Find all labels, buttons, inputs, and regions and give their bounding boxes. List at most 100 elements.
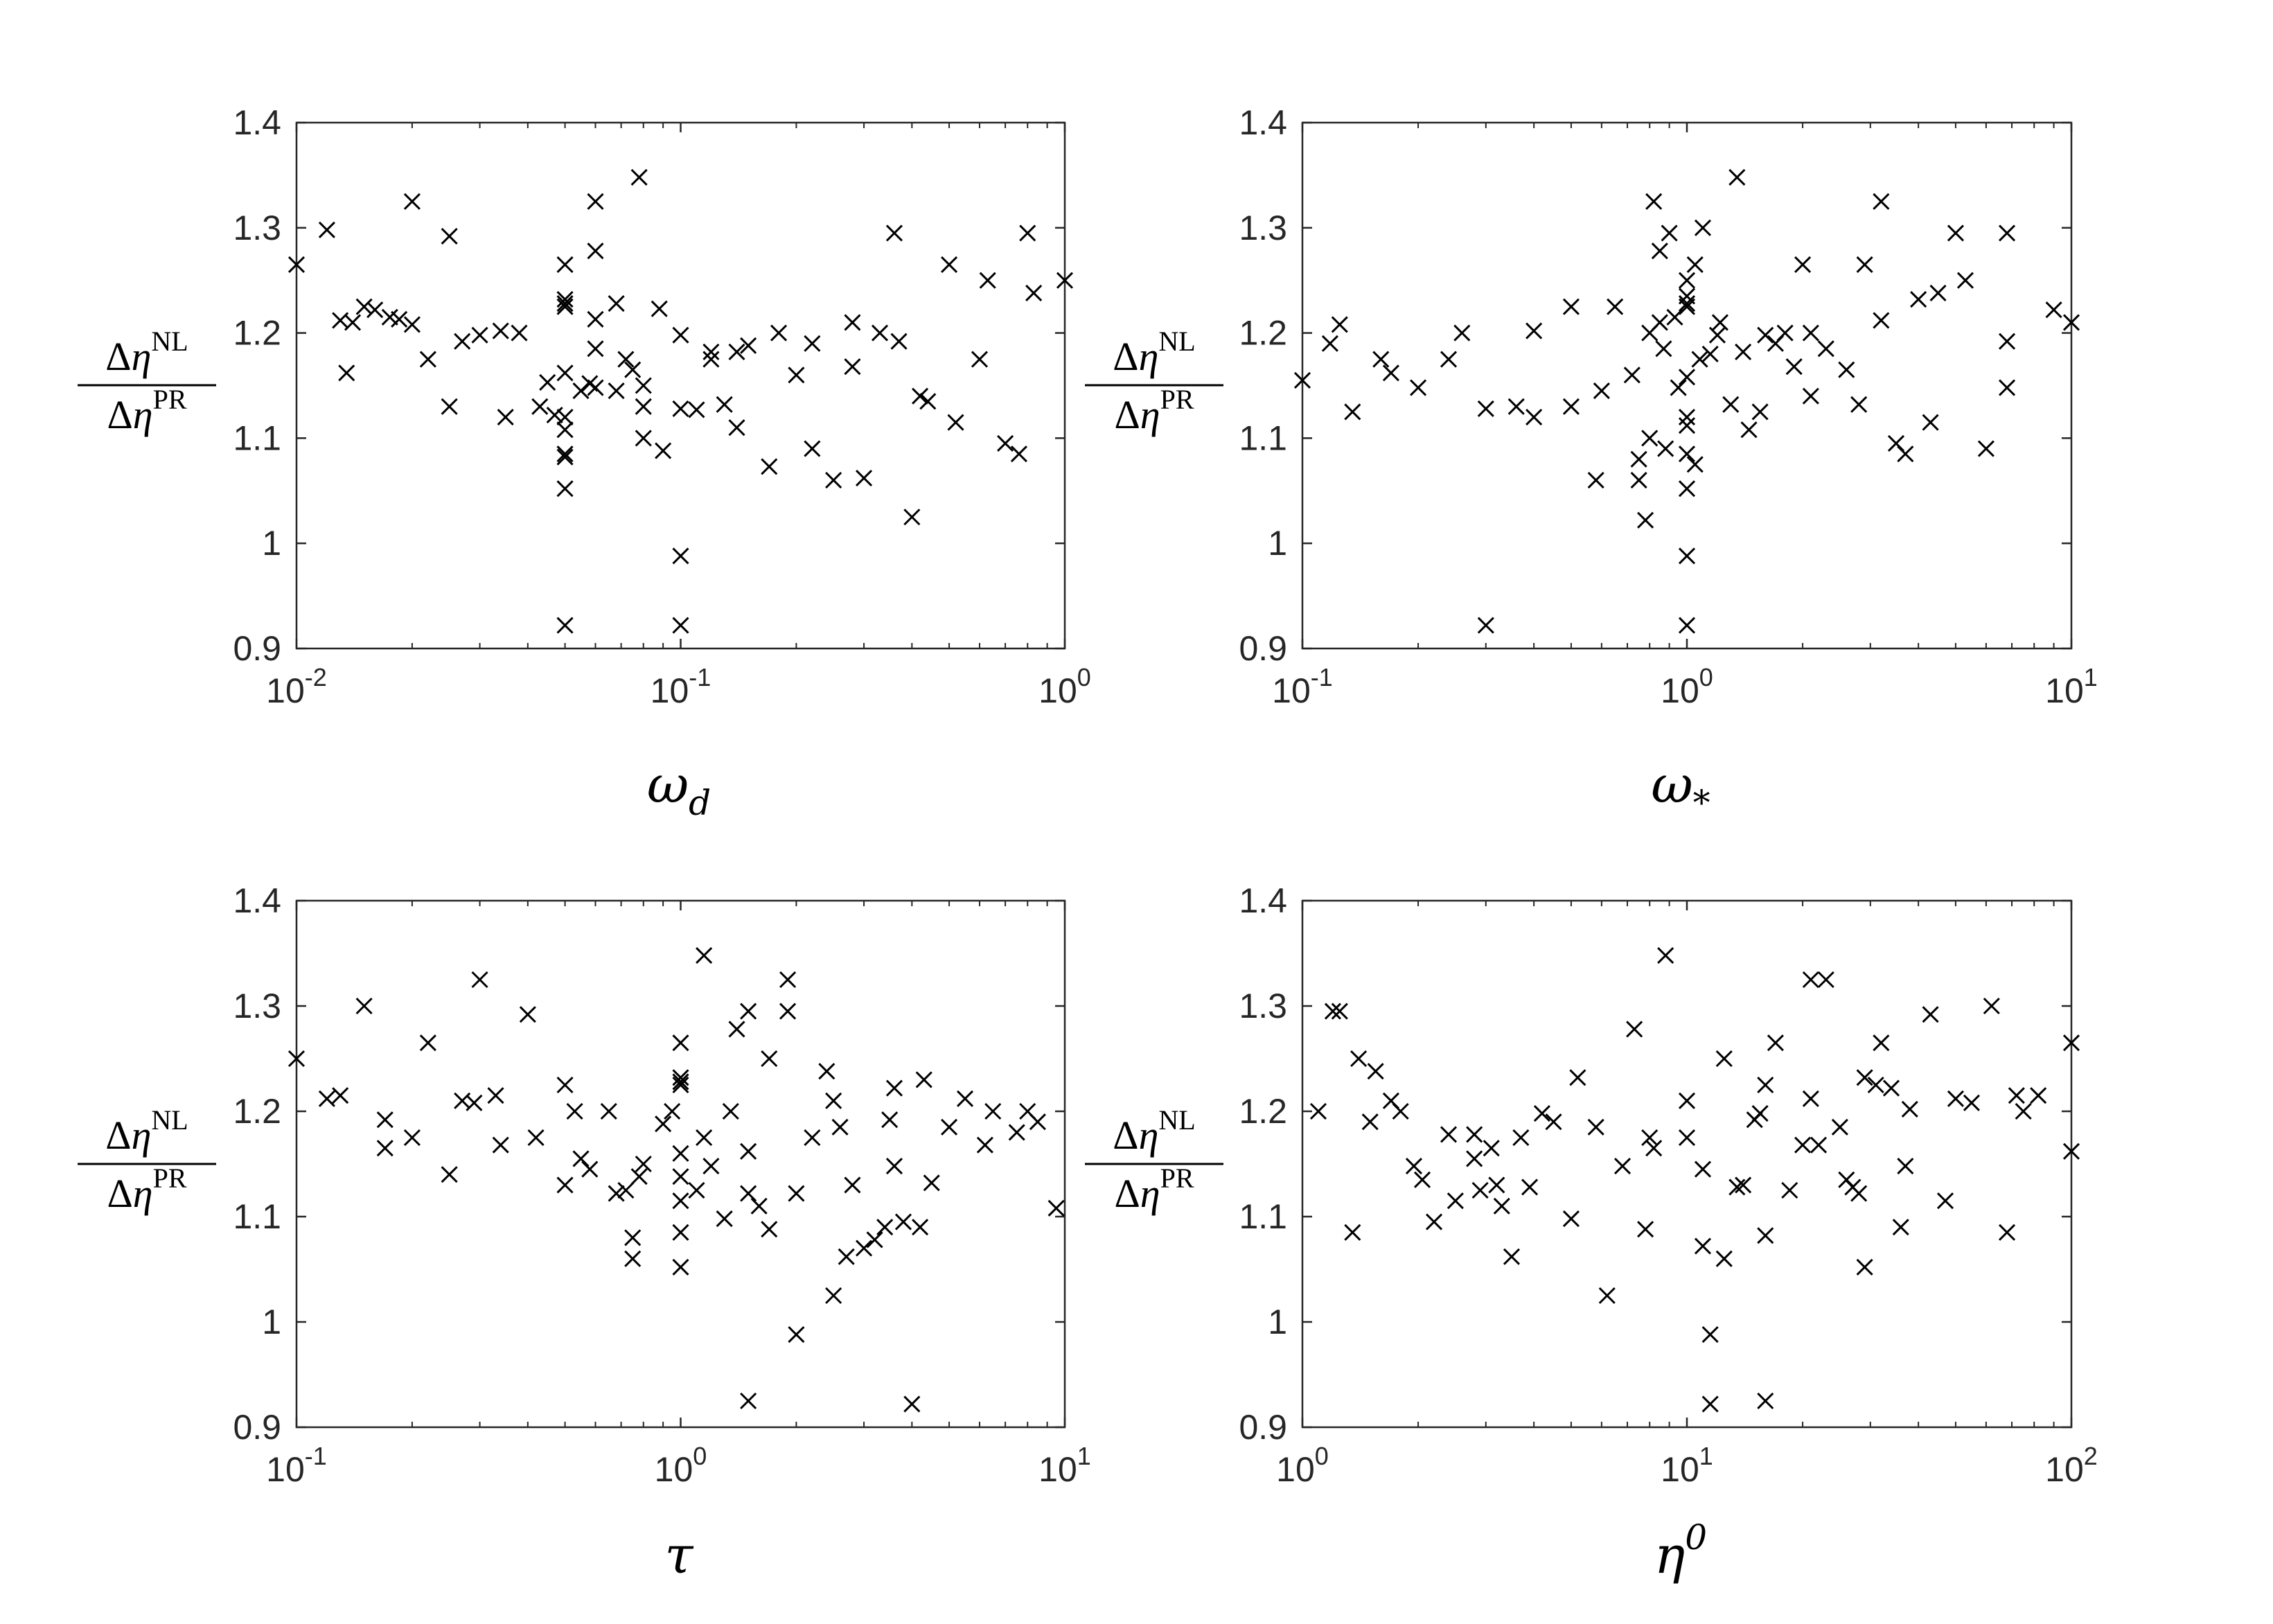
- data-point-marker: [702, 1157, 720, 1175]
- data-point-marker: [1392, 1102, 1409, 1120]
- data-point-marker: [539, 373, 556, 391]
- data-point-marker: [1983, 997, 2000, 1015]
- data-point-marker: [1361, 1113, 1379, 1131]
- data-point-marker: [761, 1050, 778, 1068]
- data-point-marker: [1047, 1199, 1065, 1217]
- data-point-marker: [1010, 445, 1027, 463]
- data-point-marker: [1794, 256, 1812, 273]
- data-point-marker: [1344, 1224, 1361, 1241]
- data-point-marker: [876, 1219, 894, 1236]
- data-point-marker: [779, 1003, 797, 1020]
- data-point-marker: [1678, 298, 1696, 315]
- data-point-marker: [344, 314, 362, 331]
- x-tick-label: 100: [1038, 663, 1091, 710]
- data-point-marker: [1802, 1090, 1819, 1107]
- data-point-marker: [1587, 472, 1604, 489]
- data-point-marker: [655, 442, 672, 459]
- data-point-marker: [376, 1140, 393, 1157]
- data-point-marker: [556, 295, 574, 312]
- data-point-marker: [1525, 322, 1543, 339]
- data-point-marker: [1686, 256, 1704, 273]
- data-point-marker: [1694, 1237, 1712, 1255]
- data-point-marker: [702, 351, 720, 368]
- data-point-marker: [556, 364, 574, 382]
- data-point-marker: [581, 1160, 599, 1178]
- data-point-marker: [1545, 1113, 1562, 1131]
- x-tick-label: 101: [1661, 1442, 1713, 1489]
- data-point-marker: [2015, 1102, 2032, 1120]
- y-tick-label: 1.1: [233, 418, 281, 457]
- data-point-marker: [600, 1102, 617, 1120]
- data-point-marker: [608, 1185, 625, 1202]
- data-point-marker: [1794, 1136, 1812, 1154]
- y-tick-label: 1.3: [233, 209, 281, 247]
- x-tick-label: 100: [655, 1442, 707, 1489]
- data-point-marker: [1655, 340, 1672, 358]
- data-point-marker: [1440, 351, 1458, 368]
- data-point-marker: [1613, 1157, 1631, 1175]
- data-point-marker: [825, 1092, 842, 1109]
- y-label-numerator: ΔηNL: [1113, 1104, 1195, 1158]
- y-tick-label: 1.3: [1239, 987, 1287, 1025]
- data-point-marker: [1488, 1176, 1505, 1194]
- data-point-marker: [651, 300, 668, 317]
- data-point-marker: [288, 256, 306, 273]
- data-point-marker: [716, 396, 733, 413]
- y-tick-label: 1.2: [1239, 314, 1287, 353]
- data-point-marker: [1701, 345, 1719, 363]
- data-point-marker: [1817, 971, 1834, 989]
- data-point-marker: [838, 1248, 855, 1265]
- data-point-marker: [556, 448, 574, 466]
- data-point-marker: [630, 1168, 648, 1185]
- data-point-marker: [624, 361, 642, 378]
- data-point-marker: [1998, 1224, 2016, 1241]
- data-point-marker: [527, 1129, 545, 1147]
- data-point-marker: [492, 1136, 509, 1154]
- data-point-marker: [1657, 946, 1674, 964]
- data-point-marker: [492, 322, 509, 339]
- data-point-marker: [587, 193, 604, 210]
- data-point-marker: [1802, 387, 1819, 405]
- data-point-marker: [672, 1168, 689, 1185]
- data-point-marker: [1493, 1197, 1510, 1215]
- data-point-marker: [1678, 1092, 1696, 1109]
- data-point-marker: [519, 1006, 536, 1023]
- x-tick-label: 102: [2045, 1442, 2098, 1489]
- data-point-marker: [1425, 1213, 1443, 1230]
- data-point-marker: [947, 414, 964, 431]
- data-point-marker: [1708, 326, 1726, 344]
- data-point-marker: [1735, 1176, 1752, 1194]
- data-point-marker: [1008, 1124, 1025, 1141]
- data-point-marker: [1623, 367, 1640, 384]
- data-point-marker: [672, 1073, 689, 1091]
- data-point-marker: [941, 256, 958, 273]
- data-point-marker: [635, 377, 652, 394]
- y-tick-label: 1.2: [233, 1092, 281, 1131]
- data-point-marker: [2045, 301, 2062, 319]
- data-point-marker: [1607, 298, 1624, 315]
- data-point-marker: [1929, 284, 1947, 301]
- data-point-marker: [1751, 403, 1769, 421]
- data-point-marker: [885, 1079, 903, 1097]
- data-point-marker: [318, 221, 335, 238]
- data-point-marker: [403, 316, 421, 333]
- data-point-marker: [1850, 1185, 1868, 1202]
- data-point-marker: [1593, 382, 1610, 400]
- data-point-marker: [466, 1094, 483, 1111]
- data-point-marker: [318, 1090, 335, 1107]
- y-label-numerator: ΔηNL: [105, 1104, 188, 1158]
- data-point-marker: [2062, 1034, 2080, 1052]
- data-point-marker: [894, 1213, 912, 1230]
- data-point-marker: [770, 324, 788, 342]
- data-point-marker: [728, 343, 745, 360]
- data-point-marker: [1767, 1034, 1784, 1052]
- data-point-marker: [1802, 971, 1819, 989]
- data-point-marker: [1873, 312, 1890, 329]
- data-point-marker: [818, 1063, 835, 1080]
- data-point-marker: [391, 310, 408, 328]
- data-point-marker: [1781, 1181, 1798, 1199]
- data-point-marker: [1998, 224, 2016, 242]
